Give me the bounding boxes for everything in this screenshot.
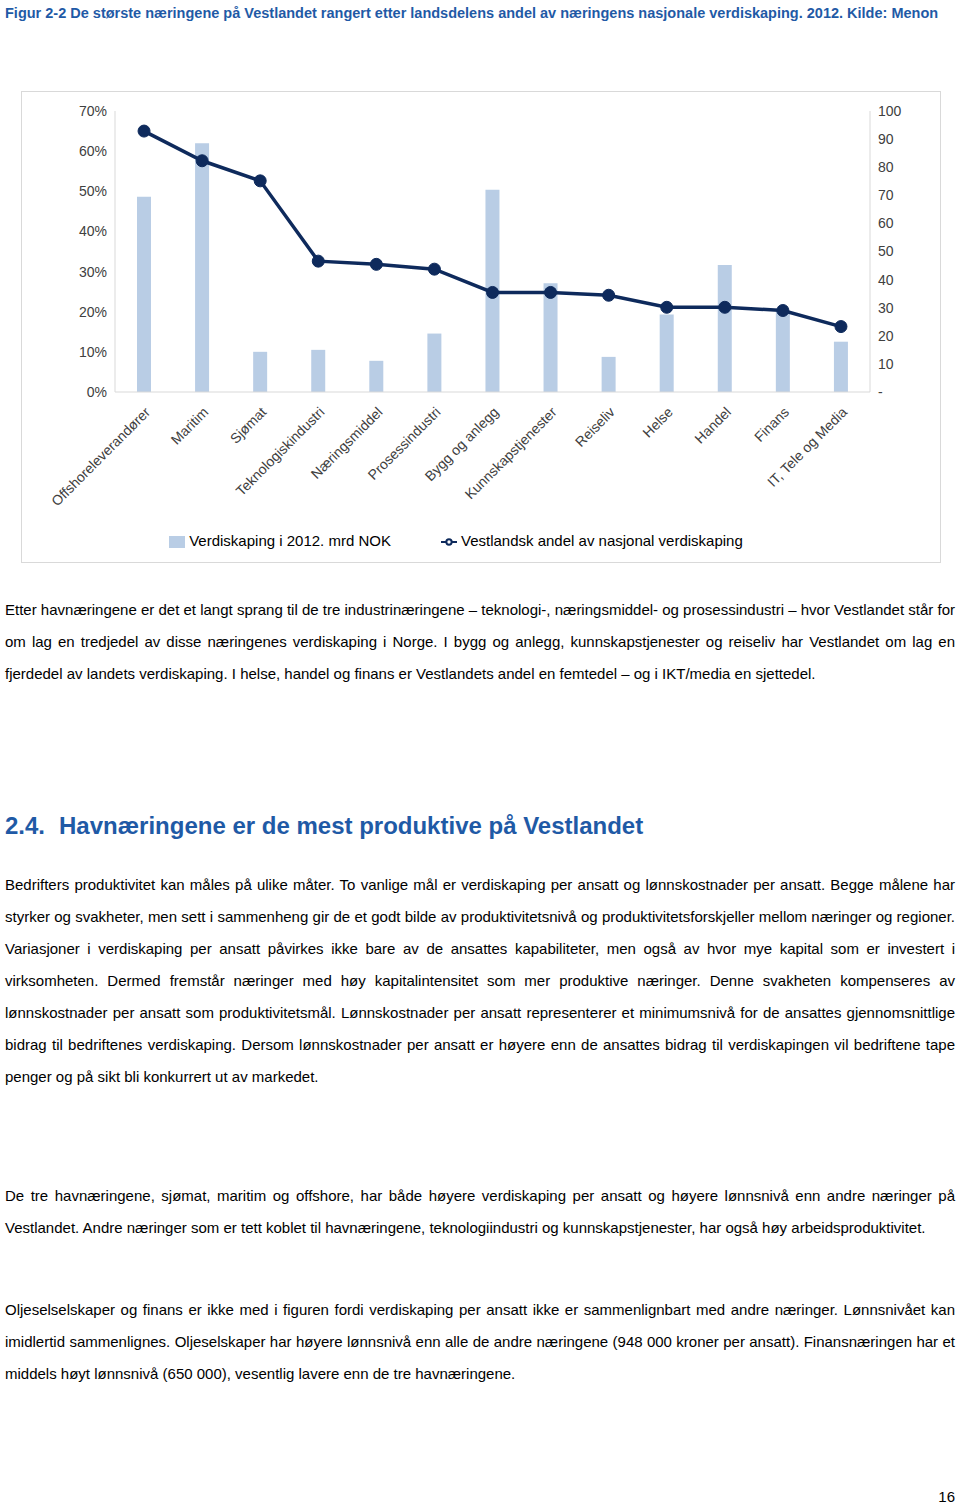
html-text:Figur 2-2 De største næringene: Figur 2-2 De største næringene på Vestla…	[5, 5, 939, 21]
svg-text:80: 80	[878, 159, 894, 175]
html-text:Verdiskaping i 2012. mrd NOK: Verdiskaping i 2012. mrd NOK	[189, 532, 391, 549]
html-text:Etter havnæringene er det et l: Etter havnæringene er det et langt spran…	[5, 601, 955, 682]
svg-text:30: 30	[878, 300, 894, 316]
svg-text:Teknologiskindustri: Teknologiskindustri	[232, 404, 327, 499]
svg-text:Bygg og anlegg: Bygg og anlegg	[421, 403, 502, 484]
svg-text:60: 60	[878, 215, 894, 231]
svg-text:0%: 0%	[87, 384, 107, 400]
svg-text:10%: 10%	[79, 344, 107, 360]
svg-text:IT, Tele og Media: IT, Tele og Media	[764, 404, 850, 490]
svg-text:30%: 30%	[79, 264, 107, 280]
html-text:16: 16	[938, 1488, 955, 1505]
svg-text:Prosessindustri: Prosessindustri	[364, 403, 444, 483]
svg-text:40%: 40%	[79, 223, 107, 239]
svg-text:60%: 60%	[79, 143, 107, 159]
svg-text:20: 20	[878, 328, 894, 344]
svg-text:Reiseliv: Reiseliv	[572, 404, 618, 450]
svg-text:Handel: Handel	[691, 404, 734, 447]
svg-text:Helse: Helse	[639, 404, 676, 441]
svg-text:40: 40	[878, 272, 894, 288]
svg-text:20%: 20%	[79, 304, 107, 320]
html-text:Vestlandsk andel av nasjonal v: Vestlandsk andel av nasjonal verdiskapin…	[461, 532, 743, 549]
svg-text:Offshoreleverandører: Offshoreleverandører	[48, 404, 153, 509]
svg-text:100: 100	[878, 103, 902, 119]
html-text:Havnæringene er de mest produk: Havnæringene er de mest produktive på Ve…	[59, 812, 644, 839]
html-text:2.4.: 2.4.	[5, 812, 45, 839]
html-text:Oljeselselskaper og finans er: Oljeselselskaper og finans er ikke med i…	[5, 1301, 955, 1382]
html-text:Bedrifters produktivitet kan m: Bedrifters produktivitet kan måles på ul…	[5, 876, 955, 1085]
svg-text:70%: 70%	[79, 103, 107, 119]
svg-text:90: 90	[878, 131, 894, 147]
html-text:De tre havnæringene, sjømat, m: De tre havnæringene, sjømat, maritim og …	[5, 1187, 955, 1236]
svg-text:Maritim: Maritim	[168, 404, 212, 448]
svg-text:50%: 50%	[79, 183, 107, 199]
svg-text:Finans: Finans	[751, 404, 792, 445]
svg-text:Kunnskapstjenester: Kunnskapstjenester	[462, 404, 561, 503]
svg-text:Næringsmiddel: Næringsmiddel	[307, 403, 386, 482]
svg-text:Sjømat: Sjømat	[227, 404, 270, 447]
svg-text:10: 10	[878, 356, 894, 372]
svg-text:50: 50	[878, 243, 894, 259]
svg-text:70: 70	[878, 187, 894, 203]
svg-text:-: -	[878, 384, 883, 400]
